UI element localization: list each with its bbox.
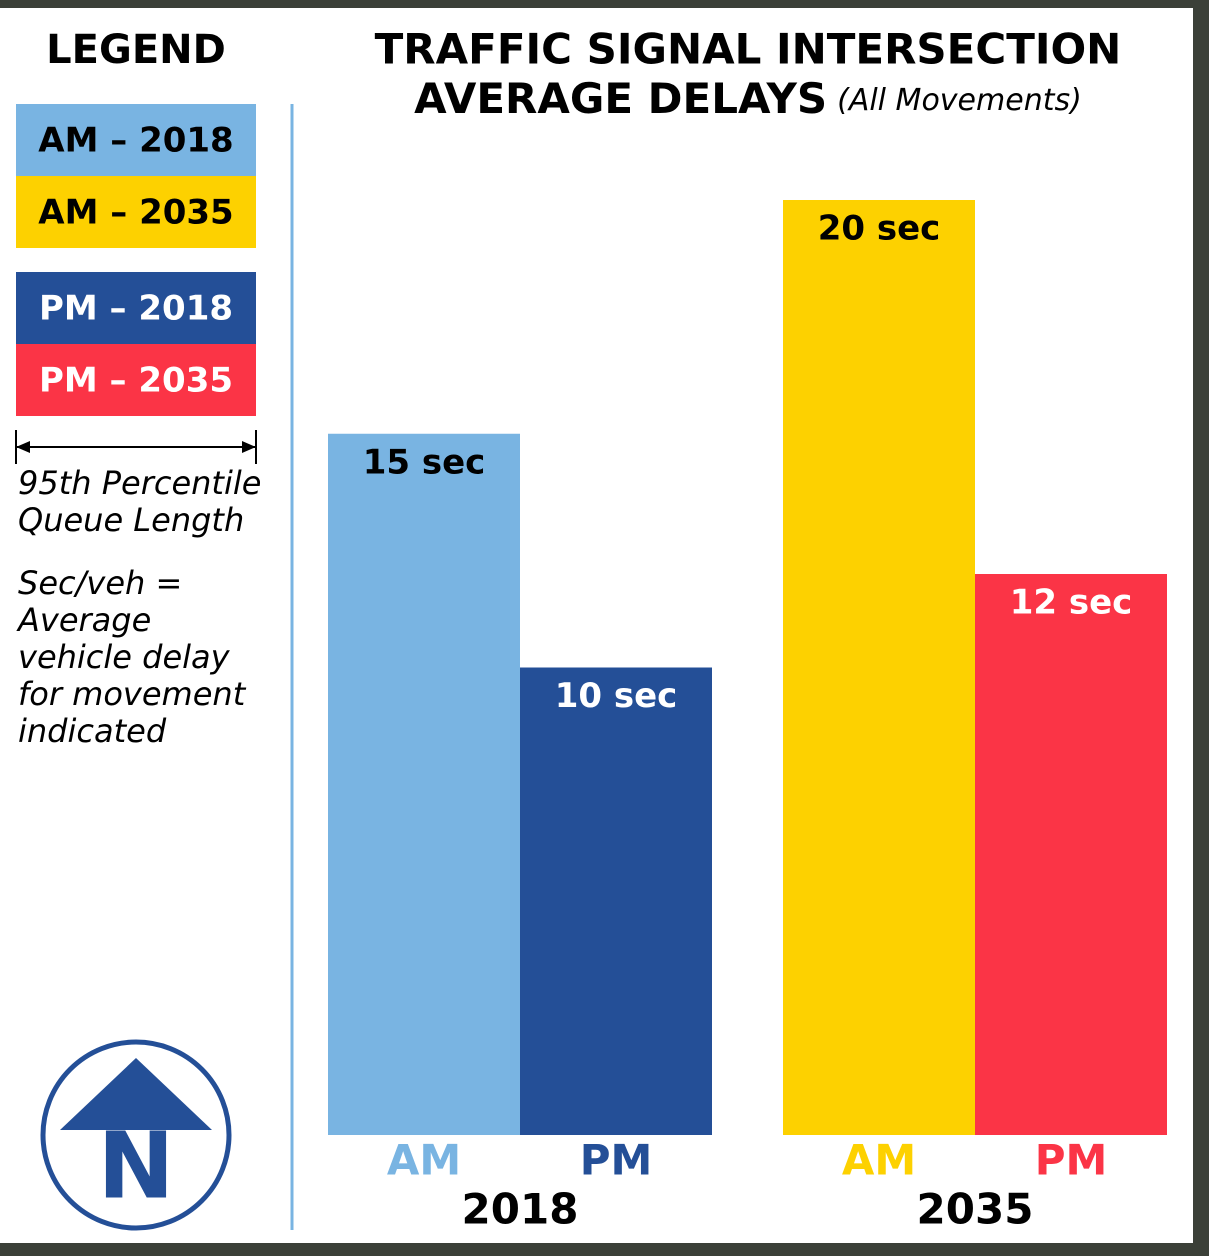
value-label: 10 sec bbox=[555, 676, 678, 716]
legend-note: 95th Percentile bbox=[18, 464, 261, 502]
legend-note: Average bbox=[16, 601, 151, 639]
legend-note: Sec/veh = bbox=[18, 564, 182, 602]
bar-label: PM bbox=[1035, 1136, 1108, 1185]
bar bbox=[975, 574, 1167, 1135]
chart: TRAFFIC SIGNAL INTERSECTION AVERAGE DELA… bbox=[0, 0, 1209, 1256]
legend-note: vehicle delay bbox=[18, 638, 231, 676]
bar-label: AM bbox=[387, 1136, 461, 1185]
bar-label: AM bbox=[842, 1136, 916, 1185]
north-label: N bbox=[98, 1112, 175, 1219]
legend-label: PM – 2035 bbox=[39, 361, 233, 401]
legend-label: PM – 2018 bbox=[39, 289, 233, 329]
chart-title: AVERAGE DELAYS bbox=[414, 74, 827, 123]
chart-subtitle: (All Movements) bbox=[837, 83, 1082, 118]
legend-note: Queue Length bbox=[18, 501, 244, 539]
x-tick-label: 2018 bbox=[462, 1185, 579, 1234]
value-label: 20 sec bbox=[818, 209, 941, 249]
value-label: 12 sec bbox=[1010, 583, 1133, 623]
legend-title: LEGEND bbox=[46, 27, 226, 73]
value-label: 15 sec bbox=[363, 442, 486, 482]
bar bbox=[520, 668, 712, 1136]
bar bbox=[783, 200, 975, 1135]
x-tick-label: 2035 bbox=[917, 1185, 1034, 1234]
legend-label: AM – 2018 bbox=[38, 121, 233, 161]
bar-label: PM bbox=[580, 1136, 653, 1185]
bar bbox=[328, 434, 520, 1135]
legend-note: indicated bbox=[18, 712, 167, 750]
legend-label: AM – 2035 bbox=[38, 193, 233, 233]
page: TRAFFIC SIGNAL INTERSECTION AVERAGE DELA… bbox=[0, 0, 1209, 1256]
chart-title: TRAFFIC SIGNAL INTERSECTION bbox=[375, 25, 1122, 74]
legend-note: for movement bbox=[18, 675, 247, 713]
